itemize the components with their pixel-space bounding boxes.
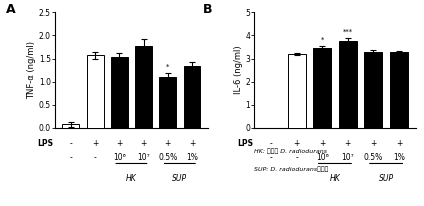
Bar	[184, 66, 201, 128]
Text: -: -	[70, 153, 72, 162]
Text: +: +	[189, 139, 195, 148]
Bar	[287, 54, 306, 128]
Text: SUP: SUP	[379, 174, 393, 183]
Text: 10⁷: 10⁷	[341, 153, 354, 162]
Text: 0.5%: 0.5%	[158, 153, 177, 162]
Text: -: -	[270, 153, 272, 162]
Text: HK: HK	[126, 174, 137, 183]
Bar	[339, 41, 357, 128]
Text: *: *	[321, 36, 324, 42]
Y-axis label: IL-6 (ng/ml): IL-6 (ng/ml)	[234, 46, 243, 94]
Text: 10⁶: 10⁶	[316, 153, 329, 162]
Text: +: +	[370, 139, 377, 148]
Text: LPS: LPS	[38, 139, 53, 148]
Text: 1%: 1%	[393, 153, 405, 162]
Bar	[364, 52, 382, 128]
Text: +: +	[116, 139, 123, 148]
Text: +: +	[345, 139, 351, 148]
Bar	[313, 48, 331, 128]
Text: ***: ***	[343, 29, 353, 35]
Text: 1%: 1%	[186, 153, 198, 162]
Text: 0.5%: 0.5%	[364, 153, 383, 162]
Text: *: *	[166, 64, 170, 70]
Text: +: +	[396, 139, 402, 148]
Bar	[111, 57, 128, 128]
Bar	[135, 46, 152, 128]
Text: B: B	[203, 3, 212, 16]
Bar	[62, 124, 79, 128]
Text: +: +	[293, 139, 300, 148]
Text: +: +	[319, 139, 325, 148]
Bar	[390, 52, 408, 128]
Text: 10⁶: 10⁶	[113, 153, 126, 162]
Bar	[86, 55, 103, 128]
Bar	[159, 77, 176, 128]
Y-axis label: TNF-α (ng/ml): TNF-α (ng/ml)	[27, 41, 36, 99]
Text: -: -	[270, 139, 272, 148]
Text: HK: 열사멸 D. radiodurans: HK: 열사멸 D. radiodurans	[254, 148, 327, 154]
Text: +: +	[92, 139, 98, 148]
Text: -: -	[94, 153, 97, 162]
Text: 10⁷: 10⁷	[137, 153, 150, 162]
Text: +: +	[140, 139, 147, 148]
Text: A: A	[6, 3, 16, 16]
Text: SUP: D. radiodurans배양액: SUP: D. radiodurans배양액	[254, 167, 329, 172]
Text: -: -	[70, 139, 72, 148]
Text: +: +	[165, 139, 171, 148]
Text: HK: HK	[329, 174, 340, 183]
Text: LPS: LPS	[237, 139, 253, 148]
Text: SUP: SUP	[172, 174, 187, 183]
Text: -: -	[295, 153, 298, 162]
